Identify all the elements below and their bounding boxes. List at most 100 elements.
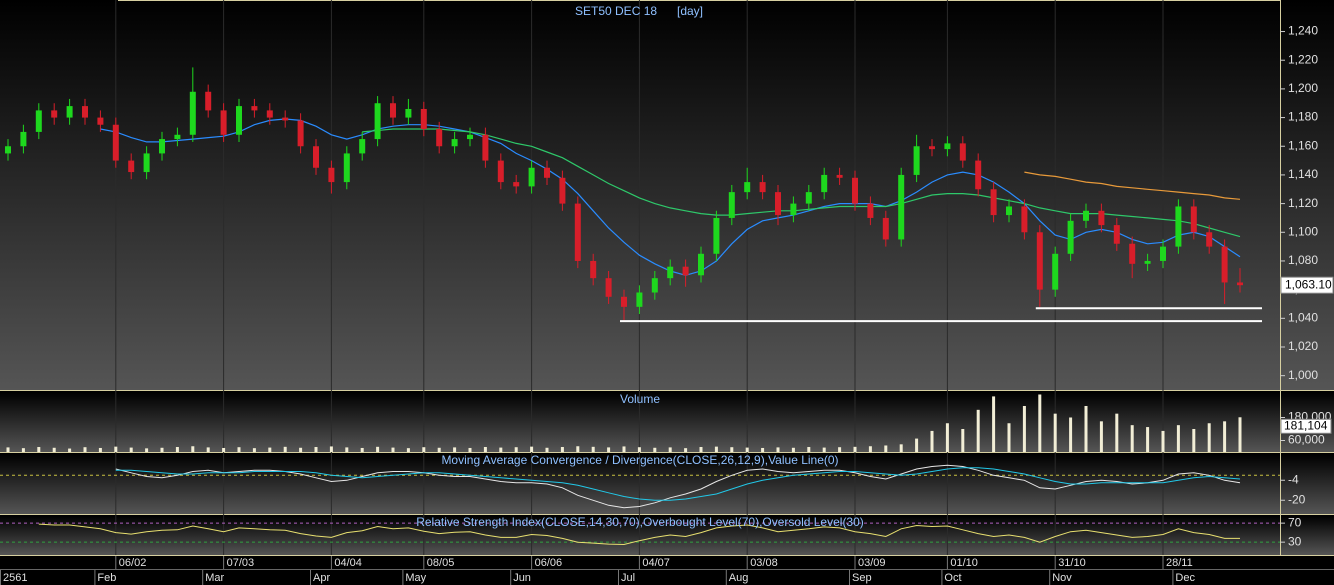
candle-body	[651, 278, 658, 293]
volume-bar	[1022, 405, 1026, 452]
candle-body	[282, 117, 289, 121]
candle-body	[1206, 232, 1213, 247]
volume-label: 181,104	[1284, 418, 1328, 432]
volume-bar	[314, 447, 318, 452]
volume-bar	[283, 446, 287, 452]
volume-label-box	[1280, 418, 1332, 434]
candle-body	[343, 153, 350, 183]
volume-bar	[406, 448, 410, 452]
y-tick-label: 1,100	[1288, 224, 1318, 238]
volume-bar	[268, 447, 272, 452]
x-tick-label: 04/04	[334, 557, 362, 569]
volume-bar	[899, 444, 903, 452]
x-tick-label: 07/03	[227, 557, 255, 569]
candle-body	[1237, 282, 1243, 286]
y-tick-label: 1,000	[1288, 368, 1318, 382]
chart-title: SET50 DEC 18	[575, 4, 657, 18]
volume-bar	[992, 396, 996, 452]
candle-body	[728, 192, 735, 218]
volume-bar	[83, 447, 87, 452]
volume-panel	[0, 392, 1334, 452]
candle-body	[1052, 253, 1059, 290]
candle-body	[112, 124, 119, 161]
candle-body	[20, 131, 27, 147]
volume-bar	[637, 447, 641, 452]
volume-bar	[699, 447, 703, 452]
candle-body	[467, 134, 473, 140]
volume-bar	[1130, 425, 1134, 452]
candle-body	[621, 296, 627, 307]
indicator-line	[38, 523, 1240, 546]
volume-bar	[791, 447, 795, 452]
month-label: 2561	[3, 572, 27, 584]
y-tick-label: 1,200	[1288, 81, 1318, 95]
candle-body	[790, 203, 797, 216]
volume-bar	[822, 447, 826, 452]
volume-bar	[1192, 428, 1196, 452]
volume-bar	[37, 447, 41, 452]
candle-body	[882, 217, 889, 240]
indicator-line	[115, 464, 1241, 509]
volume-bar	[1053, 413, 1057, 452]
candle-body	[1221, 246, 1228, 283]
volume-bar	[1207, 423, 1211, 452]
candle-body	[944, 143, 951, 150]
volume-bar	[1146, 427, 1150, 452]
volume-bar	[514, 447, 518, 452]
volume-bar	[360, 447, 364, 452]
candle-body	[590, 260, 597, 279]
candle-body	[1083, 210, 1089, 221]
volume-bar	[391, 447, 395, 452]
volume-bar	[776, 447, 780, 452]
candle-body	[420, 108, 427, 130]
candle-body	[898, 174, 905, 240]
candle-body	[744, 182, 751, 193]
volume-bar	[114, 446, 118, 452]
candle-body	[821, 174, 828, 193]
volume-bar	[422, 447, 426, 452]
volume-bar	[453, 447, 457, 452]
volume-bar	[160, 447, 164, 452]
volume-bar	[930, 430, 934, 452]
volume-bar	[468, 447, 472, 452]
candle-body	[990, 189, 997, 216]
candle-body	[913, 146, 920, 175]
x-tick-label: 03/09	[858, 557, 886, 569]
y-tick-label: 30	[1288, 534, 1302, 548]
candle-body	[698, 253, 704, 276]
x-tick-label: 03/08	[750, 557, 778, 569]
candle-body	[544, 167, 550, 178]
y-tick-label: -20	[1288, 492, 1306, 506]
candle-body	[174, 134, 181, 140]
candle-body	[528, 167, 535, 187]
x-tick-label: 06/02	[119, 557, 147, 569]
candle-body	[759, 182, 766, 193]
moving-average	[362, 128, 1241, 238]
candle-body	[1113, 225, 1120, 244]
volume-bar	[345, 447, 349, 452]
y-tick-label: 1,120	[1288, 196, 1318, 210]
volume-bar	[191, 446, 195, 452]
candle-body	[1006, 206, 1012, 216]
candle-body	[1144, 260, 1151, 264]
volume-bar	[945, 423, 949, 452]
volume-bar	[807, 447, 811, 452]
volume-bar	[376, 446, 380, 452]
volume-bar	[1069, 417, 1073, 452]
month-label: Nov	[1052, 572, 1072, 584]
candle-body	[205, 91, 212, 111]
candle-body	[1175, 206, 1182, 247]
volume-bar	[1176, 425, 1180, 452]
y-tick-label: 1,040	[1288, 310, 1318, 324]
date-axis	[0, 556, 1334, 585]
y-tick-label: 1,180	[1288, 110, 1318, 124]
volume-bar	[175, 447, 179, 452]
volume-bar	[21, 448, 25, 452]
volume-bar	[1038, 394, 1042, 452]
month-label: Aug	[729, 572, 749, 584]
volume-bar	[1115, 413, 1119, 452]
volume-bar	[622, 446, 626, 452]
candle-body	[266, 110, 273, 118]
candle-body	[605, 278, 612, 297]
